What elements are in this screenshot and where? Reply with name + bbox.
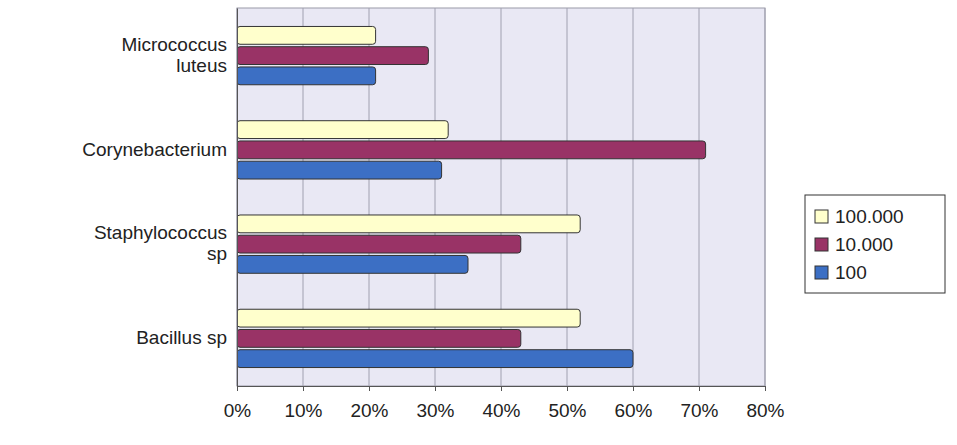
grid-line bbox=[237, 8, 238, 386]
grid-line bbox=[765, 8, 766, 386]
tick-label: 0% bbox=[224, 400, 252, 421]
tick-label: 70% bbox=[680, 400, 718, 421]
series bbox=[237, 26, 580, 327]
tick: 50% bbox=[548, 386, 586, 421]
tick-label: 20% bbox=[350, 400, 388, 421]
tick: 40% bbox=[482, 386, 520, 421]
category-label: Corynebacterium bbox=[82, 139, 227, 160]
label-line: Staphylococcus bbox=[94, 222, 227, 243]
tick: 60% bbox=[614, 386, 652, 421]
tick-label: 30% bbox=[416, 400, 454, 421]
plot-area bbox=[237, 8, 765, 386]
legend-label: 100.000 bbox=[835, 206, 904, 227]
bar bbox=[237, 161, 442, 179]
tick-mark bbox=[765, 386, 766, 391]
bar bbox=[237, 309, 580, 327]
x-axis-line bbox=[238, 387, 766, 392]
tick-label: 40% bbox=[482, 400, 520, 421]
x-axis: 0% 10% 20% 30% 40% 50% 60% 70% 80% bbox=[224, 386, 785, 421]
category-label: Bacillus sp bbox=[136, 327, 227, 348]
tick-mark bbox=[237, 386, 238, 391]
series bbox=[237, 47, 706, 348]
grid-line bbox=[699, 8, 700, 386]
category-label: Micrococcusluteus bbox=[121, 34, 227, 76]
grid-line bbox=[567, 8, 568, 386]
tick: 20% bbox=[350, 386, 388, 421]
tick-mark bbox=[369, 386, 370, 391]
chart: 0% 10% 20% 30% 40% 50% 60% 70% 80% Micrococcuslut… bbox=[0, 0, 957, 445]
grid bbox=[237, 8, 765, 386]
legend-swatch bbox=[815, 238, 828, 251]
tick: 10% bbox=[284, 386, 322, 421]
bars bbox=[237, 26, 706, 367]
y-axis-line bbox=[237, 9, 238, 387]
category-label: Staphylococcussp bbox=[94, 222, 227, 264]
tick-mark bbox=[699, 386, 700, 391]
tick: Staphylococcussp bbox=[94, 222, 237, 264]
bar bbox=[237, 255, 468, 273]
bar bbox=[237, 67, 376, 85]
tick: Bacillus sp bbox=[136, 327, 237, 348]
tick: 70% bbox=[680, 386, 718, 421]
bar bbox=[237, 26, 376, 44]
y-axis: Micrococcusluteus Corynebacterium Staphylo… bbox=[82, 9, 237, 387]
tick-mark bbox=[633, 386, 634, 391]
legend-swatch bbox=[815, 266, 828, 279]
label-line: Micrococcus bbox=[121, 34, 227, 55]
bar bbox=[237, 350, 633, 368]
tick: Micrococcusluteus bbox=[121, 34, 237, 76]
tick-label: 10% bbox=[284, 400, 322, 421]
legend: 100.000 10.000 100 bbox=[805, 195, 945, 293]
legend-box bbox=[805, 195, 945, 293]
legend-label: 100 bbox=[835, 262, 867, 283]
tick-mark bbox=[501, 386, 502, 391]
tick-label: 50% bbox=[548, 400, 586, 421]
label-line: sp bbox=[207, 243, 227, 264]
legend-label: 10.000 bbox=[835, 234, 893, 255]
bar bbox=[237, 215, 580, 233]
bar bbox=[237, 141, 706, 159]
tick-mark bbox=[567, 386, 568, 391]
bar bbox=[237, 235, 521, 253]
label-line: luteus bbox=[176, 55, 227, 76]
legend-swatch bbox=[815, 210, 828, 223]
bar bbox=[237, 121, 448, 139]
tick-label: 60% bbox=[614, 400, 652, 421]
tick: 0% bbox=[224, 386, 252, 421]
bar bbox=[237, 47, 428, 65]
tick: 30% bbox=[416, 386, 454, 421]
bar bbox=[237, 329, 521, 347]
tick: 80% bbox=[746, 386, 784, 421]
tick: Corynebacterium bbox=[82, 139, 237, 160]
series bbox=[237, 67, 633, 368]
tick-mark bbox=[435, 386, 436, 391]
grid-line bbox=[633, 8, 634, 386]
tick-label: 80% bbox=[746, 400, 784, 421]
tick-mark bbox=[303, 386, 304, 391]
